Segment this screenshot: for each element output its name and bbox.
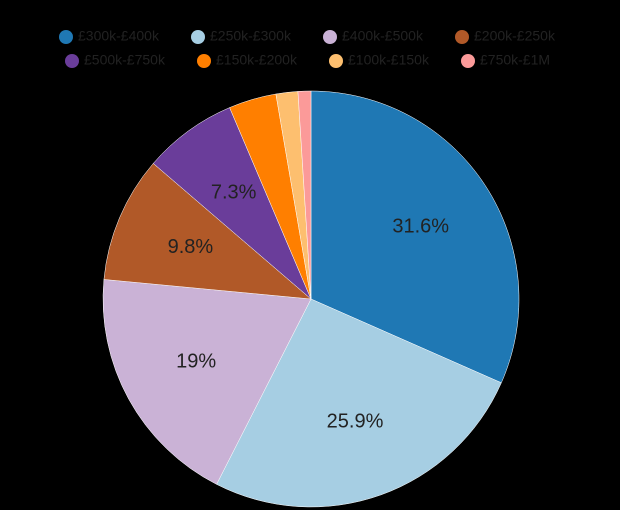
pie-slice [297,90,312,300]
pie-slice [216,298,502,508]
pie-slice [103,163,312,300]
pie-slice [102,279,312,485]
legend-label: £100k-£150k [348,52,430,68]
legend-label: £150k-£200k [216,52,298,68]
legend-label: £200k-£250k [474,28,556,44]
legend-marker [461,54,475,68]
value-label: 31.6% [392,216,449,238]
pie-slice [310,90,520,384]
legend-label: £500k-£750k [84,52,166,68]
value-label: 25.9% [327,411,384,433]
legend-marker [197,54,211,68]
legend-marker [323,30,337,44]
legend-label: £250k-£300k [210,28,292,44]
legend-marker [59,30,73,44]
legend-marker [65,54,79,68]
value-label: 7.3% [211,182,257,204]
value-label: 9.8% [168,236,214,258]
legend-marker [455,30,469,44]
legend-marker [191,30,205,44]
legend-marker [329,54,343,68]
value-label: 19% [176,350,216,372]
legend-label: £400k-£500k [342,28,424,44]
legend-label: £750k-£1M [480,52,550,68]
legend-label: £300k-£400k [78,28,160,44]
